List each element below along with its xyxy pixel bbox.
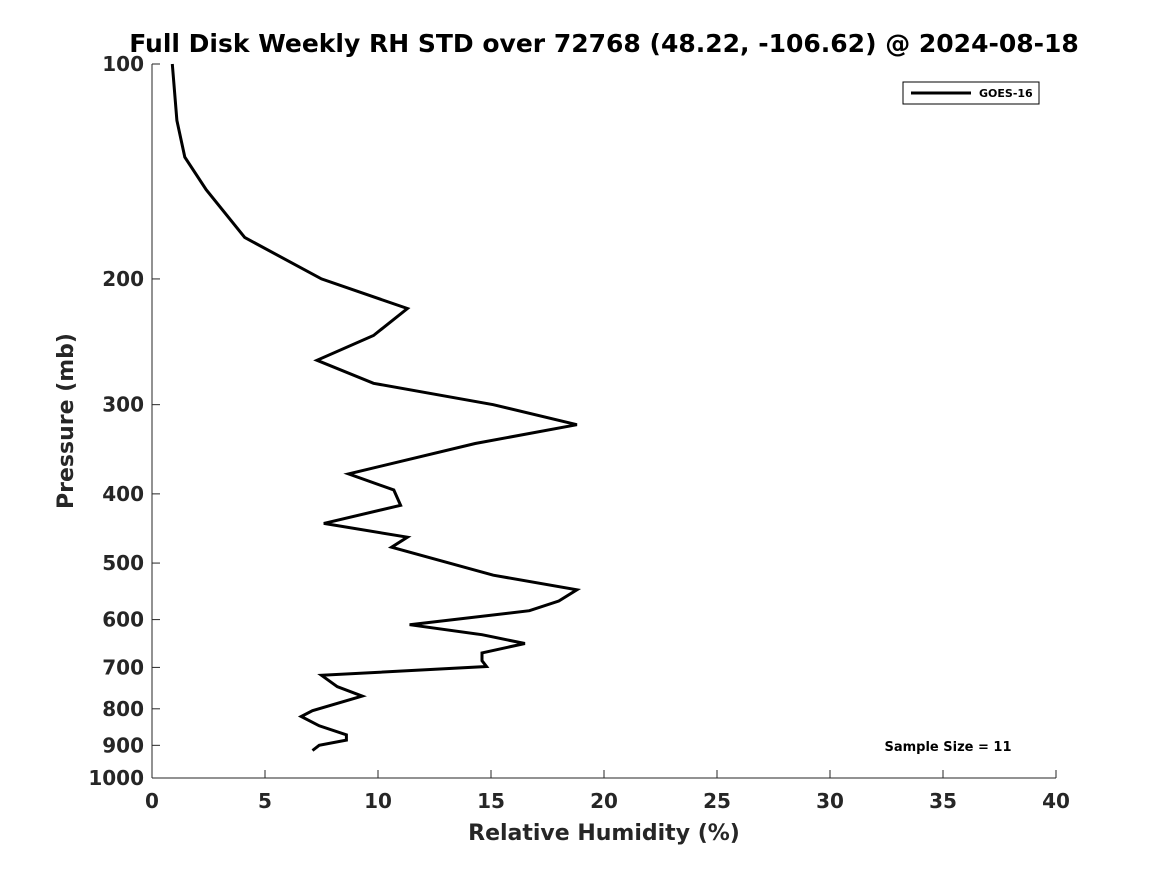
x-tick-label: 35 [929, 789, 957, 813]
y-ticks: 100 200 300 400 500 600 700 800 900 1000 [88, 52, 160, 790]
x-tick-label: 40 [1042, 789, 1070, 813]
x-tick-label: 10 [364, 789, 392, 813]
axes [151, 64, 1056, 779]
x-axis-label: Relative Humidity (%) [468, 821, 740, 846]
y-axis-label: Pressure (mb) [54, 333, 79, 509]
y-tick-label: 100 [102, 52, 144, 76]
y-tick-label: 700 [102, 655, 144, 679]
y-tick-label: 800 [102, 697, 144, 721]
series-line-goes-16 [170, 63, 582, 752]
x-tick-label: 25 [703, 789, 731, 813]
series-lines [170, 63, 582, 752]
y-tick-label: 400 [102, 482, 144, 506]
legend-entry-goes-16: GOES-16 [979, 87, 1033, 100]
x-tick-label: 30 [816, 789, 844, 813]
y-tick-label: 600 [102, 608, 144, 632]
x-tick-label: 20 [590, 789, 618, 813]
chart-title: Full Disk Weekly RH STD over 72768 (48.2… [129, 29, 1079, 58]
x-tick-label: 5 [258, 789, 272, 813]
y-tick-label: 500 [102, 551, 144, 575]
x-tick-label: 15 [477, 789, 505, 813]
y-tick-label: 200 [102, 267, 144, 291]
legend: GOES-16 [902, 81, 1040, 105]
x-tick-label: 0 [145, 789, 159, 813]
x-ticks: 0 5 10 15 20 25 30 35 40 [145, 770, 1070, 813]
y-tick-label: 300 [102, 393, 144, 417]
y-tick-label: 1000 [88, 766, 144, 790]
y-tick-label: 900 [102, 733, 144, 757]
sample-size-annotation: Sample Size = 11 [884, 740, 1011, 755]
